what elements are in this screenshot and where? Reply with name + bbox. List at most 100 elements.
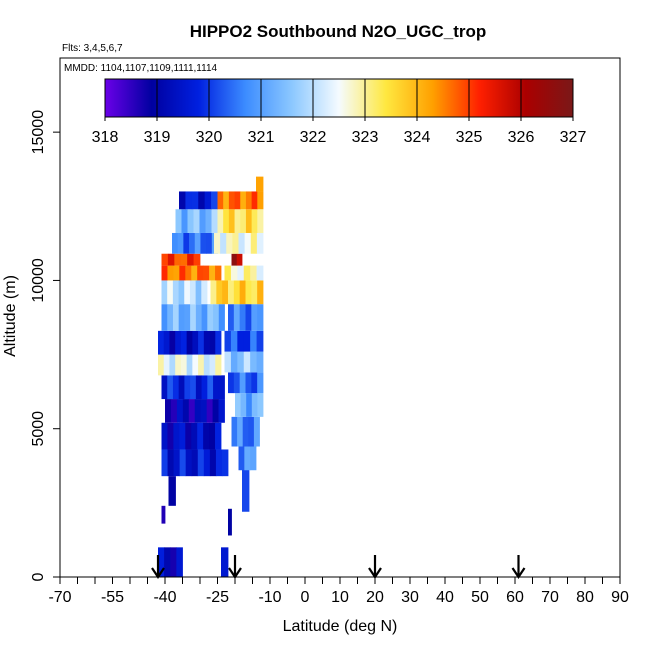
y-axis: 0 5000 10000 15000: [30, 110, 60, 581]
profile-cell: [251, 191, 258, 210]
x-tick-label: 20: [366, 589, 384, 606]
profile-cell: [182, 399, 190, 423]
profile-cell: [175, 330, 182, 355]
profile-cell: [187, 209, 194, 233]
x-tick-label: 0: [301, 589, 310, 606]
x-tick-label: 30: [401, 589, 419, 606]
colorbar-tick-label: 319: [144, 129, 171, 146]
profile-segment: [228, 304, 264, 331]
profile-cell: [250, 232, 258, 254]
profile-cell: [161, 304, 168, 331]
colorbar-tick-label: 324: [404, 129, 431, 146]
profile-cell: [246, 393, 253, 417]
profile-segment: [224, 351, 264, 373]
profile-cell: [180, 330, 188, 355]
profile-segment: [214, 232, 264, 254]
profile-cell: [179, 191, 186, 210]
profile-segment: [161, 253, 201, 266]
profile-segment: [161, 449, 229, 477]
profile-cell: [209, 422, 216, 450]
profile-cell: [172, 280, 179, 305]
profile-cell: [181, 209, 188, 233]
profile-segment: [231, 253, 243, 266]
y-tick-label: 10000: [30, 258, 47, 303]
profile-cell: [238, 443, 245, 471]
profile-cell: [205, 209, 212, 233]
profile-segment: [165, 399, 225, 423]
profile-cell: [243, 265, 251, 281]
profile-cell: [163, 354, 170, 376]
profile-cell: [215, 449, 223, 477]
profile-cell: [173, 422, 180, 450]
profile-cell: [198, 330, 205, 355]
profile-cell: [210, 280, 217, 305]
profile-cell: [218, 399, 225, 423]
profile-cell: [207, 304, 214, 331]
profile-cell: [178, 280, 185, 305]
profile-cell: [257, 280, 264, 305]
profile-cell: [178, 375, 185, 400]
profile-cell: [164, 547, 171, 577]
profile-cell: [200, 399, 208, 423]
x-tick-label: -70: [48, 589, 71, 606]
profile-cell: [170, 547, 177, 577]
profile-cell: [201, 304, 208, 331]
profile-cell: [158, 547, 165, 577]
profile-cell: [184, 280, 191, 305]
profile-cell: [176, 547, 183, 577]
x-tick-label: 90: [611, 589, 629, 606]
profile-cell: [185, 422, 192, 450]
profile-cell: [167, 253, 175, 266]
profile-segment: [210, 280, 264, 305]
profile-cell: [158, 354, 165, 376]
profile-cell: [201, 375, 208, 400]
profile-cell: [184, 375, 191, 400]
profile-cell: [242, 458, 250, 512]
profile-cell: [235, 393, 241, 417]
profile-cell: [194, 399, 202, 423]
profile-cell: [185, 265, 192, 281]
profile-cell: [221, 547, 229, 577]
profile-cell: [243, 351, 251, 373]
profile-cell: [209, 449, 217, 477]
profile-cell: [203, 422, 210, 450]
profile-cell: [165, 399, 172, 423]
profile-cell: [189, 280, 197, 305]
profile-segment: [235, 393, 264, 417]
profile-cell: [240, 209, 247, 233]
profile-cell: [218, 375, 225, 400]
profile-cell: [250, 351, 257, 373]
profile-cell: [175, 354, 182, 376]
profile-cell: [253, 416, 260, 447]
flight-marker-arrow: [368, 555, 382, 579]
profile-cell: [161, 265, 168, 281]
profile-cell: [243, 330, 251, 352]
profile-segment: [231, 416, 260, 447]
x-tick-label: 10: [331, 589, 349, 606]
profile-cell: [179, 265, 186, 281]
profile-segment: [179, 191, 218, 210]
profile-cell: [167, 280, 174, 305]
profile-cell: [198, 191, 206, 210]
profile-cell: [251, 304, 258, 331]
profile-segment: [161, 422, 222, 450]
profile-segment: [161, 505, 166, 524]
x-axis: -70 -55 -40 -25 -10 0 10 20 30 40 50 60 70 80 90: [48, 577, 629, 606]
profile-cell: [180, 253, 188, 266]
profile-cell: [161, 280, 168, 305]
profile-cell: [215, 265, 222, 281]
profile-cell: [186, 330, 193, 355]
profile-cell: [256, 351, 264, 373]
profile-cell: [187, 253, 194, 266]
profile-cell: [186, 354, 193, 376]
colorbar-tick-label: 326: [508, 129, 535, 146]
profiles-layer: [158, 176, 264, 577]
profile-segment: [221, 547, 229, 577]
profile-cell: [233, 304, 241, 331]
colorbar-tick-label: 325: [456, 129, 483, 146]
profile-segment: [238, 443, 257, 471]
profile-cell: [237, 330, 245, 352]
profile-cell: [228, 280, 235, 305]
profile-cell: [169, 330, 176, 355]
profile-cell: [180, 354, 188, 376]
